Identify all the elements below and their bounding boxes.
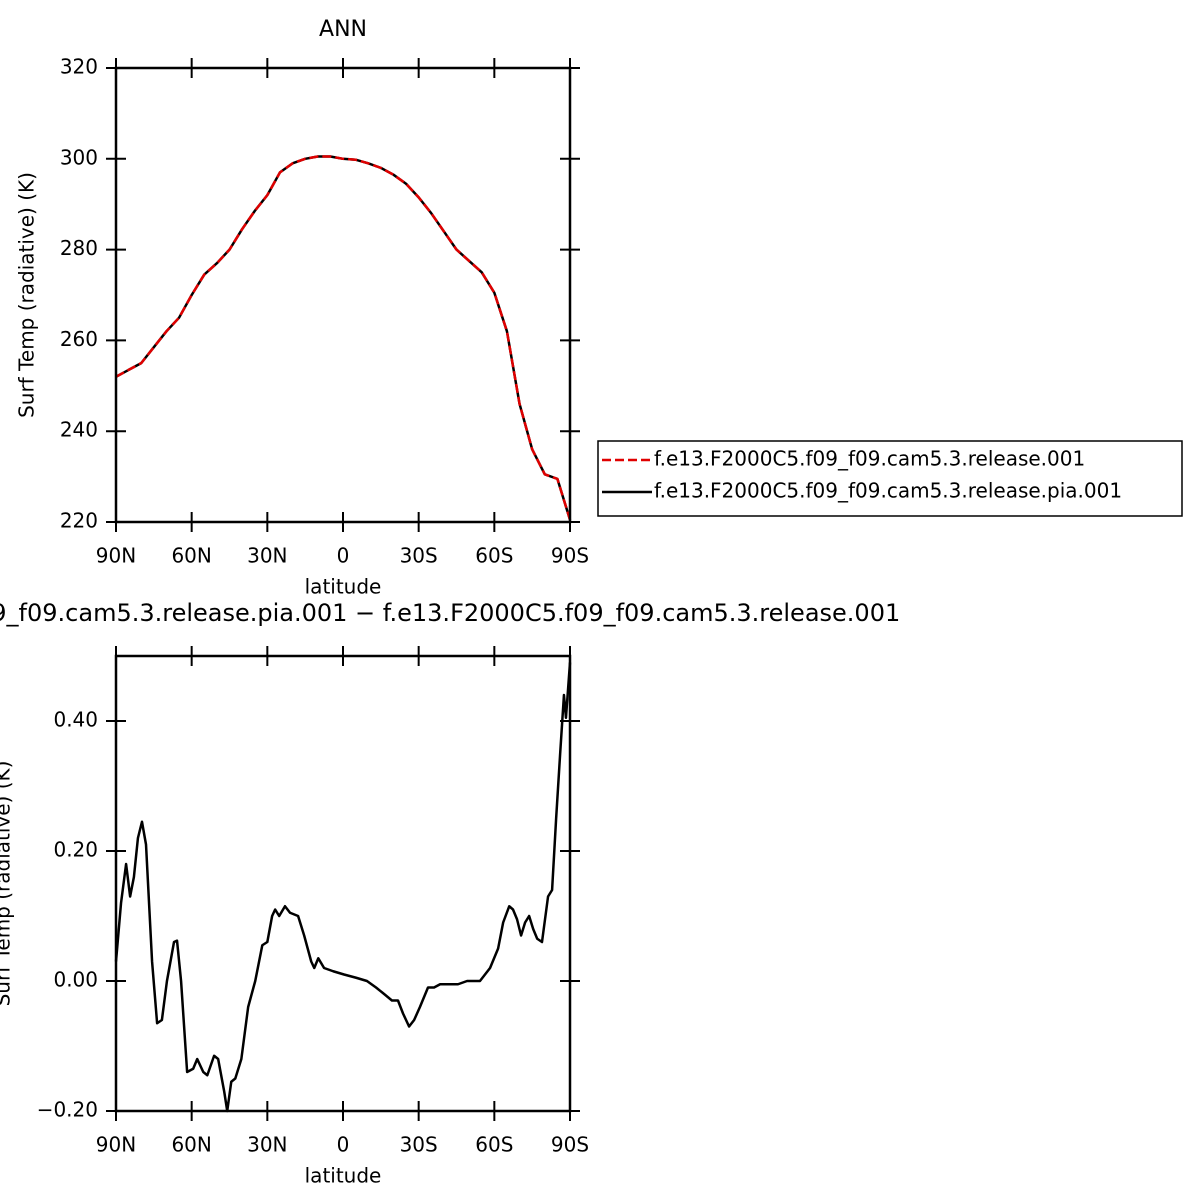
x-axis-label: latitude <box>305 575 382 599</box>
y-tick-label: 0.40 <box>53 708 98 732</box>
y-axis-label: Surf Temp (radiative) (K) <box>15 172 39 418</box>
chart-title: ANN <box>319 17 367 42</box>
y-tick-label: 280 <box>60 236 98 260</box>
x-tick-label: 60S <box>475 544 513 568</box>
data-line <box>114 662 572 1113</box>
legend-box <box>597 440 1183 517</box>
x-tick-label: 90S <box>551 544 589 568</box>
x-tick-label: 30S <box>400 544 438 568</box>
x-tick-label: 0 <box>337 1133 350 1157</box>
y-tick-label: 0.20 <box>53 838 98 862</box>
y-tick-label: 0.00 <box>53 968 98 992</box>
x-tick-label: 90S <box>551 1133 589 1157</box>
y-axis-label: Surf Temp (radiative) (K) <box>0 761 15 1007</box>
x-tick-label: 30S <box>400 1133 438 1157</box>
y-tick-label: 240 <box>60 418 98 442</box>
x-tick-label: 60S <box>475 1133 513 1157</box>
x-tick-label: 30N <box>247 544 287 568</box>
x-axis-label: latitude <box>305 1164 382 1188</box>
plot-frame <box>114 66 572 524</box>
x-tick-label: 0 <box>337 544 350 568</box>
legend-label: f.e13.F2000C5.f09_f09.cam5.3.release.001 <box>654 447 1085 471</box>
x-tick-label: 60N <box>171 1133 211 1157</box>
y-tick-label: −0.20 <box>37 1098 98 1122</box>
y-tick-label: 300 <box>60 145 98 169</box>
y-tick-label: 220 <box>60 509 98 533</box>
x-tick-label: 30N <box>247 1133 287 1157</box>
x-tick-label: 90N <box>96 544 136 568</box>
x-tick-label: 90N <box>96 1133 136 1157</box>
data-line <box>115 155 572 521</box>
data-line <box>115 155 572 521</box>
plot-frame <box>114 654 572 1113</box>
y-tick-label: 260 <box>60 327 98 351</box>
y-tick-label: 320 <box>60 55 98 79</box>
legend-label: f.e13.F2000C5.f09_f09.cam5.3.release.pia… <box>654 479 1122 503</box>
chart-title: f.e13.F2000C5.f09_f09.cam5.3.release.pia… <box>0 599 900 627</box>
x-tick-label: 60N <box>171 544 211 568</box>
